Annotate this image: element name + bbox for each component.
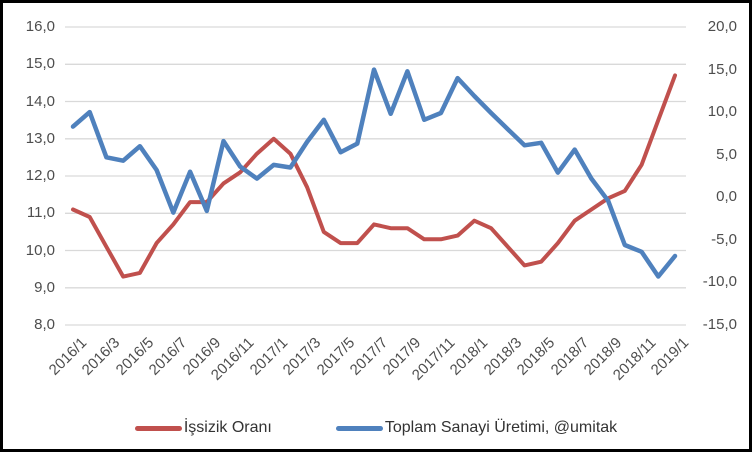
y-axis-left-tick-label: 16,0 (25, 18, 55, 35)
industrial-production-line-swatch (335, 425, 383, 431)
plot-area (65, 26, 686, 326)
y-axis-right-tick-label: -15,0 (702, 316, 737, 333)
legend-label-unemployment: İşsizik Oranı (183, 419, 272, 436)
y-axis-right-tick-label: -5,0 (711, 231, 737, 248)
y-axis-right-tick-label: 15,0 (707, 61, 737, 78)
legend-item-unemployment: İşsizik Oranı (134, 419, 272, 437)
y-axis-right-tick-label: 20,0 (707, 18, 737, 35)
y-axis-right-tick-label: 0,0 (716, 188, 737, 205)
y-axis-left-tick-label: 13,0 (25, 130, 55, 147)
unemployment-line-swatch (134, 425, 182, 431)
y-axis-left-tick-label: 10,0 (25, 242, 55, 259)
y-axis-left-tick-label: 8,0 (34, 316, 55, 333)
legend-label-industrial-production: Toplam Sanayi Üretimi, @umitak (384, 419, 618, 436)
y-axis-right-tick-label: 5,0 (716, 146, 737, 163)
y-axis-right-tick-label: -10,0 (702, 273, 737, 290)
y-axis-left-tick-label: 9,0 (34, 279, 55, 296)
y-axis-left-tick-label: 15,0 (25, 55, 55, 72)
y-axis-left-tick-label: 11,0 (26, 204, 55, 221)
y-axis-left-tick-label: 12,0 (25, 167, 55, 184)
y-axis-left-tick-label: 14,0 (25, 93, 55, 110)
unemployment-line (71, 73, 677, 279)
industrial-production-line (70, 67, 678, 279)
y-axis-right-tick-label: 10,0 (707, 103, 737, 120)
legend: İşsizik Oranı Toplam Sanayi Üretimi, @um… (3, 407, 749, 449)
legend-item-industrial-production: Toplam Sanayi Üretimi, @umitak (335, 419, 618, 437)
